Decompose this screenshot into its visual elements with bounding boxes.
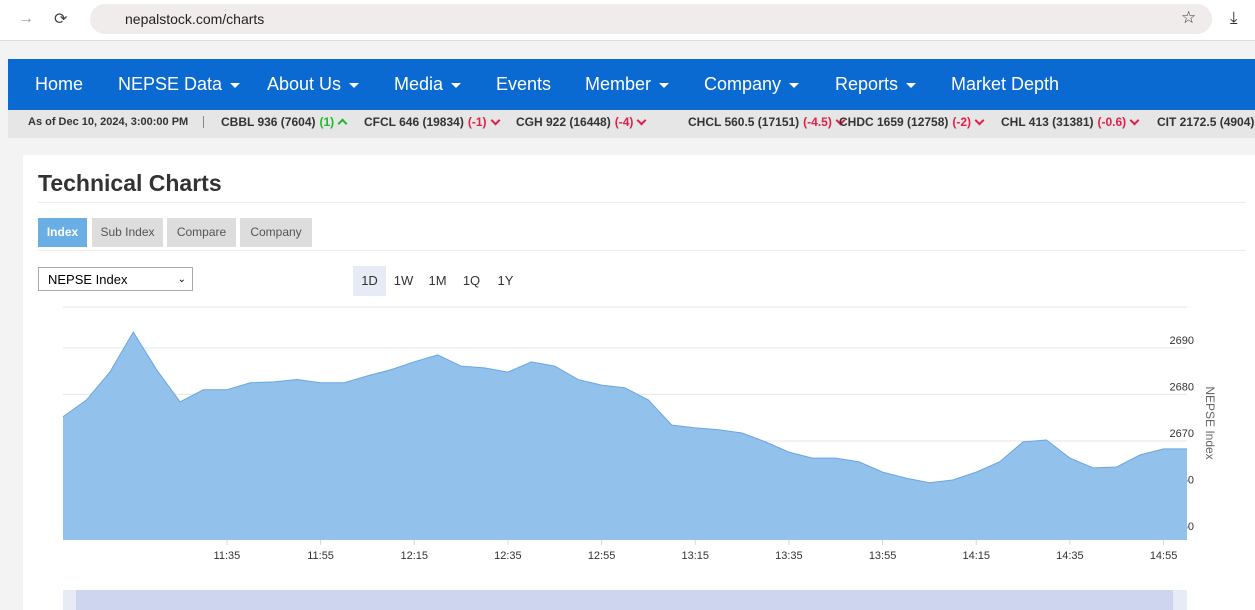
- navigator-window[interactable]: [76, 590, 1173, 610]
- nav-item[interactable]: Member: [585, 59, 670, 110]
- caret: [349, 82, 360, 88]
- x-tick-label: 14:15: [962, 550, 990, 562]
- y-tick-label: 2690: [1170, 335, 1194, 347]
- caret: [906, 82, 917, 88]
- as-of: As of Dec 10, 2024, 3:00:00 PM: [28, 116, 189, 128]
- ticker-item: CIT 2172.5 (4904): [1157, 110, 1254, 134]
- ticker-item: CFCL 646 (19834) (-1): [364, 110, 500, 134]
- x-tick-label: 12:35: [494, 550, 522, 562]
- ticker-text: CGH 922 (16448): [516, 115, 611, 129]
- ticker-change: (-4.5): [803, 115, 832, 129]
- x-tick-label: 13:15: [681, 550, 709, 562]
- x-tick-label: 11:35: [214, 550, 241, 562]
- ticker-text: CIT 2172.5 (4904): [1157, 115, 1255, 129]
- nav-label: Market Depth: [951, 74, 1060, 94]
- nav-label: About Us: [267, 74, 342, 94]
- ticker-text: CHCL 560.5 (17151): [688, 115, 800, 129]
- page-title: Technical Charts: [38, 170, 222, 196]
- ticker-item: CHDC 1659 (12758) (-2): [839, 110, 985, 134]
- y-axis-title: NEPSE Index: [1203, 386, 1217, 459]
- divider: [38, 202, 1246, 203]
- bookmark-star[interactable]: ☆: [1181, 8, 1197, 27]
- ticker-item: CBBL 936 (7604) (1): [221, 110, 348, 134]
- period-button[interactable]: 1Q: [462, 273, 481, 288]
- nav-label: Reports: [835, 74, 899, 94]
- x-tick-label: 11:55: [307, 550, 334, 562]
- period-button[interactable]: 1Y: [497, 273, 514, 288]
- ticker-change: (-0.6): [1097, 115, 1127, 129]
- x-tick-label: 12:15: [400, 550, 428, 562]
- ticker-change: (-2): [952, 115, 972, 129]
- index-select[interactable]: NEPSE Index ⌄: [38, 267, 193, 291]
- x-tick-label: 14:35: [1056, 550, 1084, 562]
- ticker-text: CHDC 1659 (12758): [839, 115, 949, 129]
- ticker-arrow: [1129, 115, 1140, 126]
- caret: [230, 82, 241, 88]
- x-tick-label: 14:55: [1150, 550, 1178, 562]
- y-tick-label: 2670: [1170, 428, 1194, 440]
- period-button[interactable]: 1D: [353, 266, 386, 296]
- select-value: NEPSE Index: [48, 272, 128, 287]
- ticker-change: (1): [319, 115, 335, 129]
- tab[interactable]: Company: [240, 218, 312, 247]
- period-button[interactable]: 1W: [393, 273, 414, 288]
- x-tick-label: 13:35: [775, 550, 803, 562]
- ticker-arrow: [337, 118, 348, 129]
- ticker-text: CHL 413 (31381): [1001, 115, 1094, 129]
- tab[interactable]: Index: [38, 218, 87, 247]
- nav-item[interactable]: Media: [394, 59, 462, 110]
- divider: [38, 250, 1246, 251]
- nav-item[interactable]: Company: [704, 59, 800, 110]
- x-tick-label: 13:55: [869, 550, 897, 562]
- ticker-item: CHL 413 (31381) (-0.6): [1001, 110, 1140, 134]
- nav-item[interactable]: Reports: [835, 59, 917, 110]
- y-tick-label: 2680: [1170, 381, 1194, 393]
- separator: [203, 116, 204, 128]
- caret: [659, 82, 670, 88]
- nav-label: Member: [585, 74, 652, 94]
- nav-label: Media: [394, 74, 444, 94]
- area: [63, 332, 1187, 540]
- chart: 26502660267026802690NEPSE Index11:3511:5…: [62, 306, 1217, 610]
- ticker-item: CHCL 560.5 (17151) (-4.5): [688, 110, 846, 134]
- caret: [789, 82, 800, 88]
- ticker-text: CFCL 646 (19834): [364, 115, 464, 129]
- ticker-arrow: [974, 115, 985, 126]
- nav-bar: Home NEPSE Data About Us Media Events Member C…: [8, 59, 1255, 110]
- nav-label: Company: [704, 74, 782, 94]
- forward-button[interactable]: →: [18, 10, 34, 27]
- nav-item[interactable]: Events: [496, 59, 551, 110]
- x-tick-label: 12:55: [588, 550, 616, 562]
- nav-item[interactable]: About Us: [267, 59, 360, 110]
- tab[interactable]: Compare: [167, 218, 236, 247]
- nav-item[interactable]: Home: [35, 59, 83, 110]
- ticker-text: CBBL 936 (7604): [221, 115, 316, 129]
- browser-bar: → ⟳ nepalstock.com/charts ☆ ⤓: [0, 0, 1255, 41]
- reload-button[interactable]: ⟳: [54, 11, 68, 28]
- ticker-arrow: [490, 115, 500, 126]
- ticker-item: CGH 922 (16448) (-4): [516, 110, 647, 134]
- nav-label: NEPSE Data: [118, 74, 223, 94]
- period-button[interactable]: 1M: [428, 273, 447, 288]
- nav-label: Home: [35, 74, 84, 94]
- ticker-change: (-4): [614, 115, 634, 129]
- nav-item[interactable]: NEPSE Data: [118, 59, 241, 110]
- line: [62, 331, 1187, 484]
- nav-item[interactable]: Market Depth: [951, 59, 1059, 110]
- nav-label: Events: [496, 74, 552, 94]
- caret: [451, 82, 462, 88]
- ticker: As of Dec 10, 2024, 3:00:00 PM CBBL 936 …: [8, 110, 1255, 138]
- address-bar[interactable]: nepalstock.com/charts: [90, 4, 1212, 34]
- tab[interactable]: Sub Index: [92, 218, 163, 247]
- download-button[interactable]: ⤓: [1230, 8, 1238, 27]
- ticker-arrow: [636, 115, 647, 126]
- ticker-change: (-1): [467, 115, 487, 129]
